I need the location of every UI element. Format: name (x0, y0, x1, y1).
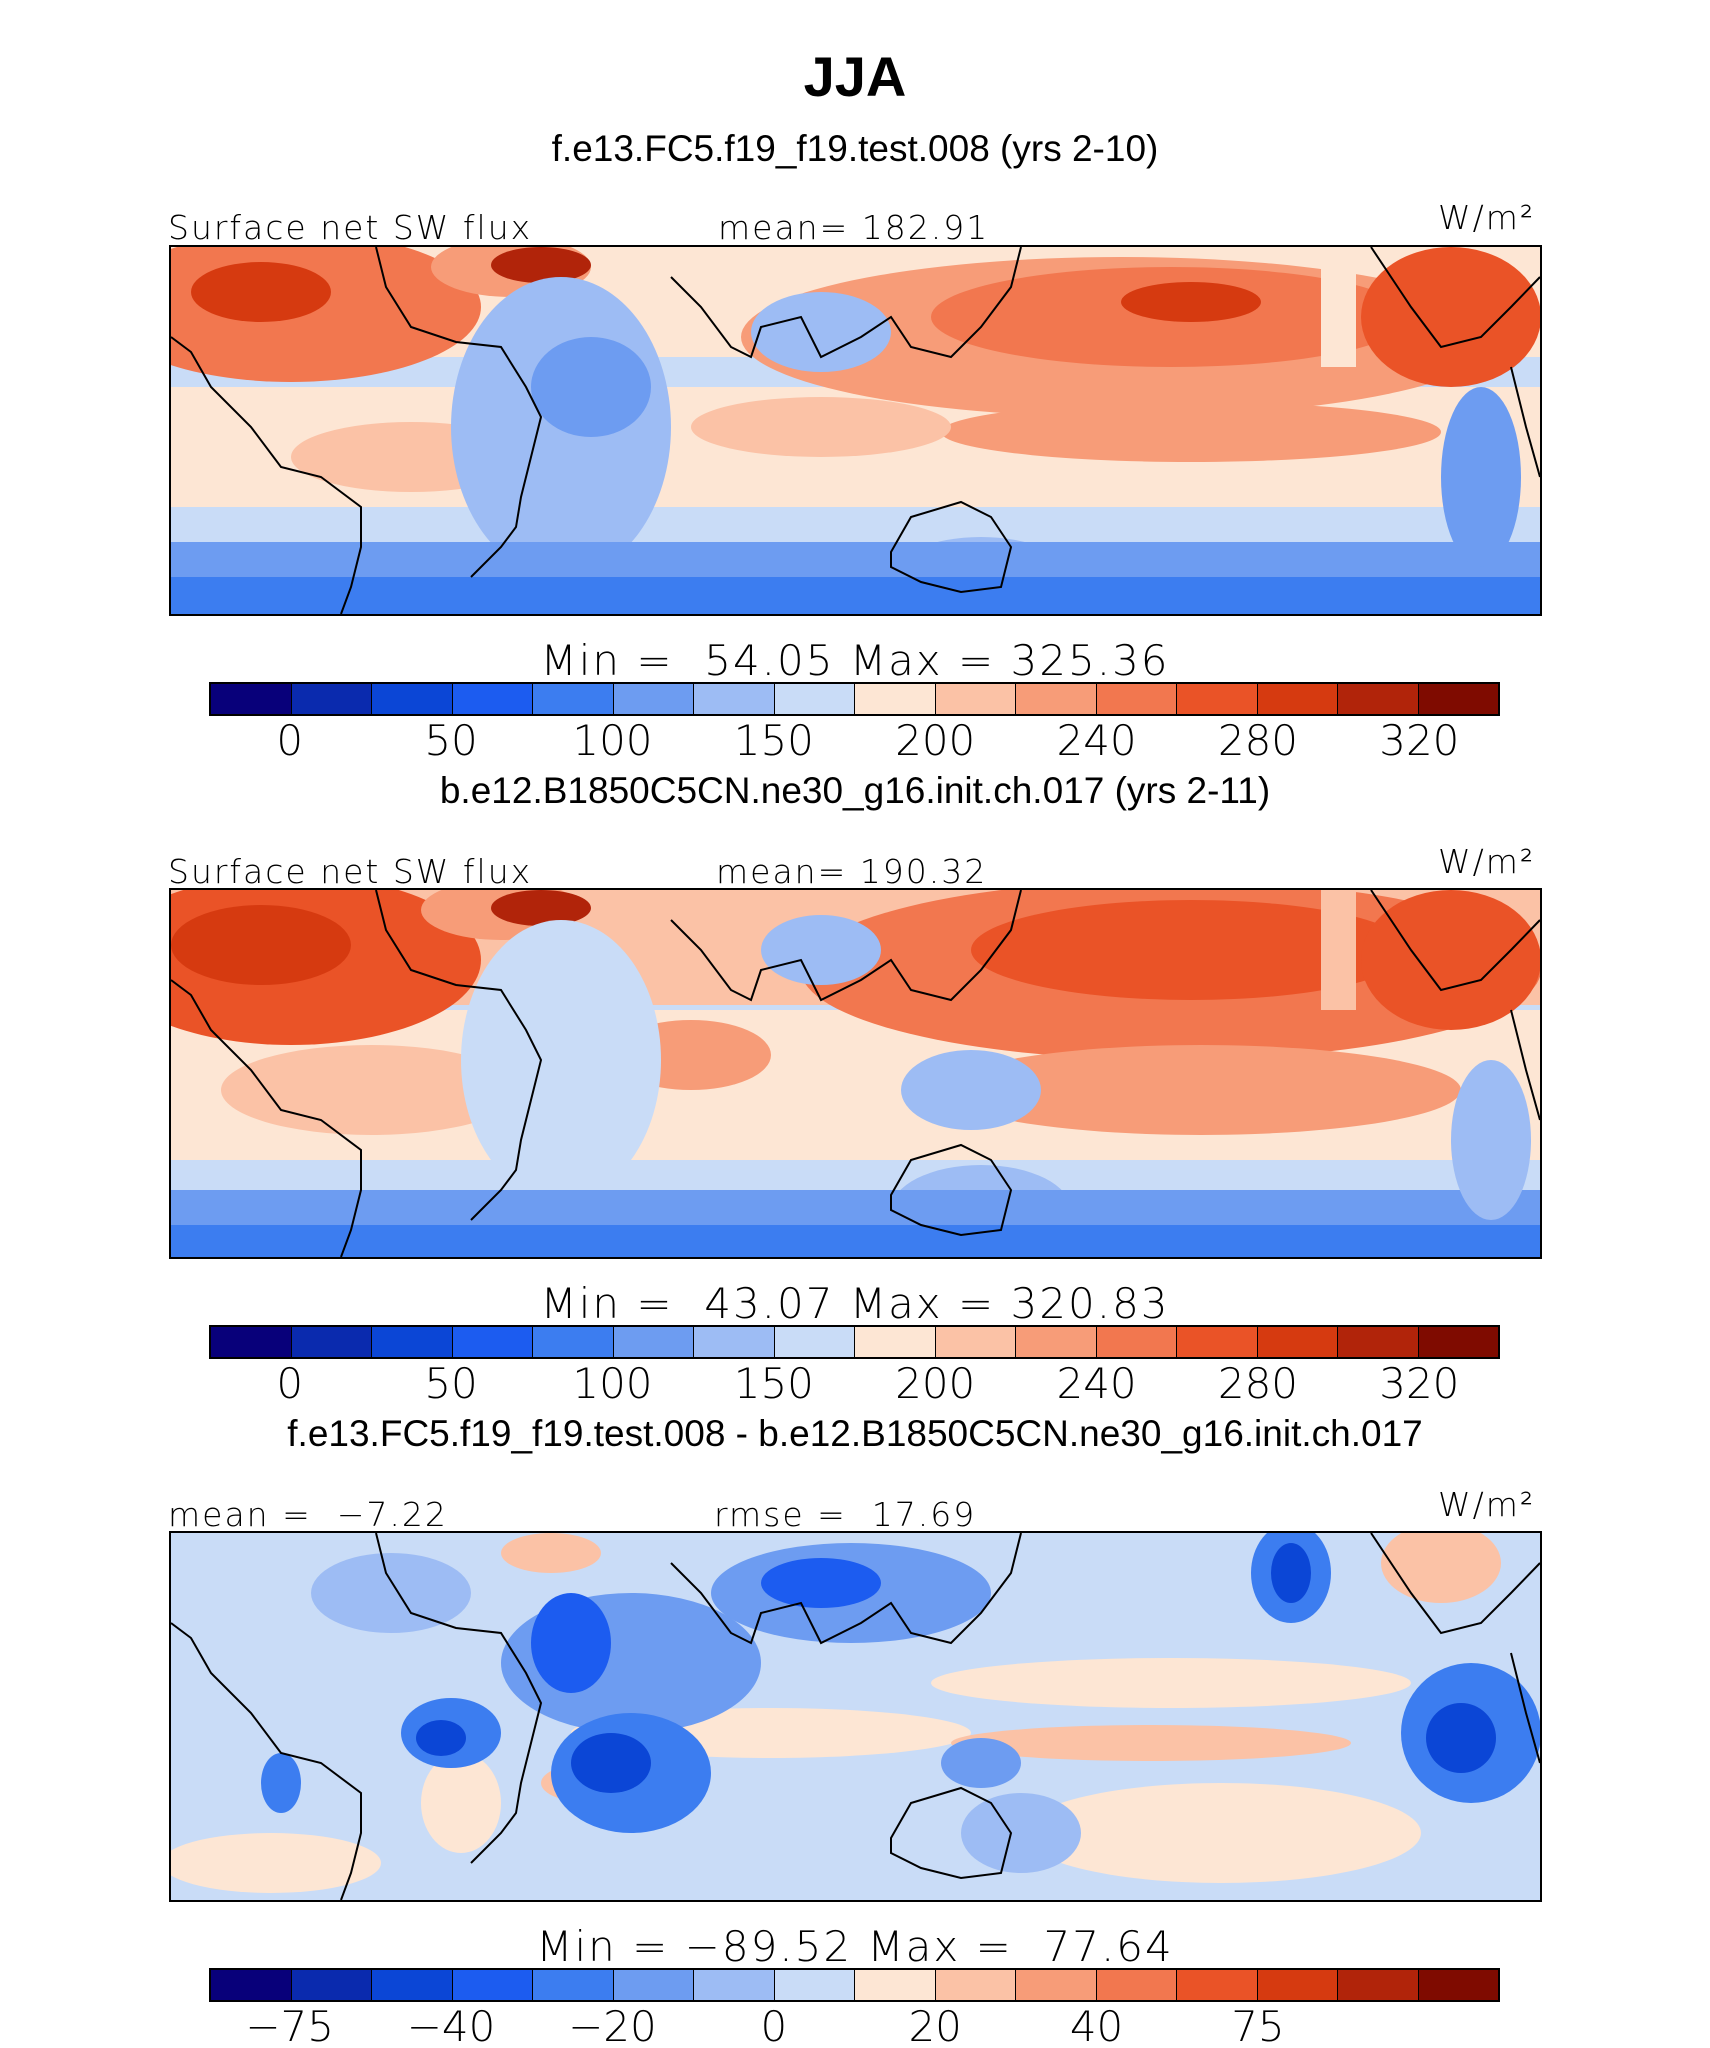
colorbar-swatch (1016, 684, 1097, 714)
colorbar-swatch (211, 1327, 292, 1357)
colorbar-tick-label: 50 (424, 716, 478, 765)
panel3-colorbar (209, 1968, 1500, 2002)
colorbar-swatch (533, 1327, 614, 1357)
colorbar-swatch (1257, 1970, 1338, 2000)
colorbar-tick-label: 280 (1217, 716, 1299, 765)
panel3-units-label: W/m² (1438, 1485, 1536, 1524)
colorbar-swatch (613, 1327, 694, 1357)
colorbar-swatch (1338, 1970, 1419, 2000)
colorbar-swatch (935, 1970, 1016, 2000)
panel2-units-label: W/m² (1438, 842, 1536, 881)
panel2-colorbar (209, 1325, 1500, 1359)
colorbar-tick-label: 150 (733, 1359, 814, 1408)
colorbar-swatch (1418, 1327, 1498, 1357)
colorbar-swatch (1177, 684, 1258, 714)
colorbar-swatch (1418, 1970, 1498, 2000)
colorbar-swatch (211, 684, 292, 714)
colorbar-tick-label: 240 (1056, 1359, 1137, 1408)
colorbar-tick-label: −75 (245, 2002, 334, 2048)
panel1-units-label: W/m² (1438, 198, 1536, 237)
panel1-map (169, 245, 1542, 616)
panel2-mean-label: mean= 190.32 (716, 852, 988, 891)
panel1-variable-label: Surface net SW flux (168, 208, 533, 247)
panel2-subtitle: b.e12.B1850C5CN.ne30_g16.init.ch.017 (yr… (439, 770, 1271, 811)
colorbar-swatch (1257, 1327, 1338, 1357)
panel2-minmax: Min = 43.07 Max = 320.83 (540, 1279, 1170, 1328)
colorbar-swatch (533, 684, 614, 714)
colorbar-swatch (694, 1327, 775, 1357)
panel1-minmax: Min = 54.05 Max = 325.36 (540, 636, 1170, 685)
colorbar-swatch (1338, 684, 1419, 714)
panel2-variable-label: Surface net SW flux (168, 852, 533, 891)
panel1-colorbar-ticks: 0 50 100 150 200 240 280 320 (209, 716, 1500, 766)
colorbar-swatch (1096, 684, 1177, 714)
colorbar-tick-label: 100 (572, 1359, 653, 1408)
colorbar-tick-label: 320 (1379, 1359, 1460, 1408)
colorbar-swatch (1096, 1970, 1177, 2000)
colorbar-tick-label: 200 (895, 716, 976, 765)
colorbar-swatch (211, 1970, 292, 2000)
colorbar-tick-label: 100 (572, 716, 653, 765)
colorbar-swatch (452, 684, 533, 714)
colorbar-swatch (372, 1970, 453, 2000)
panel3-map (169, 1531, 1542, 1902)
colorbar-tick-label: 280 (1217, 1359, 1299, 1408)
colorbar-tick-label: 0 (276, 716, 304, 765)
colorbar-swatch (1338, 1327, 1419, 1357)
colorbar-swatch (372, 1327, 453, 1357)
colorbar-swatch (855, 684, 936, 714)
colorbar-swatch (1096, 1327, 1177, 1357)
colorbar-swatch (1016, 1327, 1097, 1357)
colorbar-swatch (774, 684, 855, 714)
colorbar-tick-label: 240 (1056, 716, 1137, 765)
colorbar-swatch (533, 1970, 614, 2000)
panel3-mean-label: mean = −7.22 (168, 1495, 448, 1534)
panel2-colorbar-ticks: 0 50 100 150 200 240 280 320 (209, 1359, 1500, 1409)
colorbar-swatch (291, 1327, 372, 1357)
colorbar-swatch (613, 1970, 694, 2000)
colorbar-tick-label: 150 (733, 716, 814, 765)
colorbar-tick-label: 0 (276, 1359, 304, 1408)
colorbar-tick-label: 40 (1069, 2002, 1124, 2048)
colorbar-swatch (694, 1970, 775, 2000)
colorbar-swatch (1177, 1970, 1258, 2000)
colorbar-swatch (774, 1327, 855, 1357)
colorbar-swatch (1177, 1327, 1258, 1357)
colorbar-swatch (855, 1970, 936, 2000)
colorbar-swatch (774, 1970, 855, 2000)
colorbar-tick-label: −20 (568, 2002, 657, 2048)
panel3-subtitle: f.e13.FC5.f19_f19.test.008 - b.e12.B1850… (287, 1413, 1423, 1454)
colorbar-swatch (452, 1970, 533, 2000)
figure-title: JJA (803, 45, 907, 108)
panel1-colorbar (209, 682, 1500, 716)
panel1-subtitle: f.e13.FC5.f19_f19.test.008 (yrs 2-10) (551, 128, 1159, 169)
colorbar-swatch (452, 1327, 533, 1357)
colorbar-swatch (935, 1327, 1016, 1357)
panel3-minmax: Min = −89.52 Max = 77.64 (536, 1922, 1174, 1971)
panel1-mean-label: mean= 182.91 (718, 208, 990, 247)
colorbar-swatch (694, 684, 775, 714)
panel3-rmse-label: rmse = 17.69 (714, 1495, 977, 1534)
panel3-colorbar-ticks: −75 −40 −20 0 20 40 75 (209, 2002, 1500, 2048)
colorbar-tick-label: 0 (760, 2002, 788, 2048)
colorbar-swatch (1016, 1970, 1097, 2000)
colorbar-swatch (935, 684, 1016, 714)
colorbar-tick-label: 20 (908, 2002, 962, 2048)
colorbar-tick-label: 200 (895, 1359, 976, 1408)
colorbar-tick-label: −40 (406, 2002, 496, 2048)
colorbar-swatch (1257, 684, 1338, 714)
colorbar-swatch (613, 684, 694, 714)
colorbar-swatch (372, 684, 453, 714)
colorbar-swatch (1418, 684, 1498, 714)
colorbar-tick-label: 75 (1231, 2002, 1285, 2048)
colorbar-tick-label: 320 (1379, 716, 1460, 765)
colorbar-swatch (291, 684, 372, 714)
panel2-map (169, 888, 1542, 1259)
colorbar-swatch (291, 1970, 372, 2000)
colorbar-swatch (855, 1327, 936, 1357)
colorbar-tick-label: 50 (424, 1359, 478, 1408)
